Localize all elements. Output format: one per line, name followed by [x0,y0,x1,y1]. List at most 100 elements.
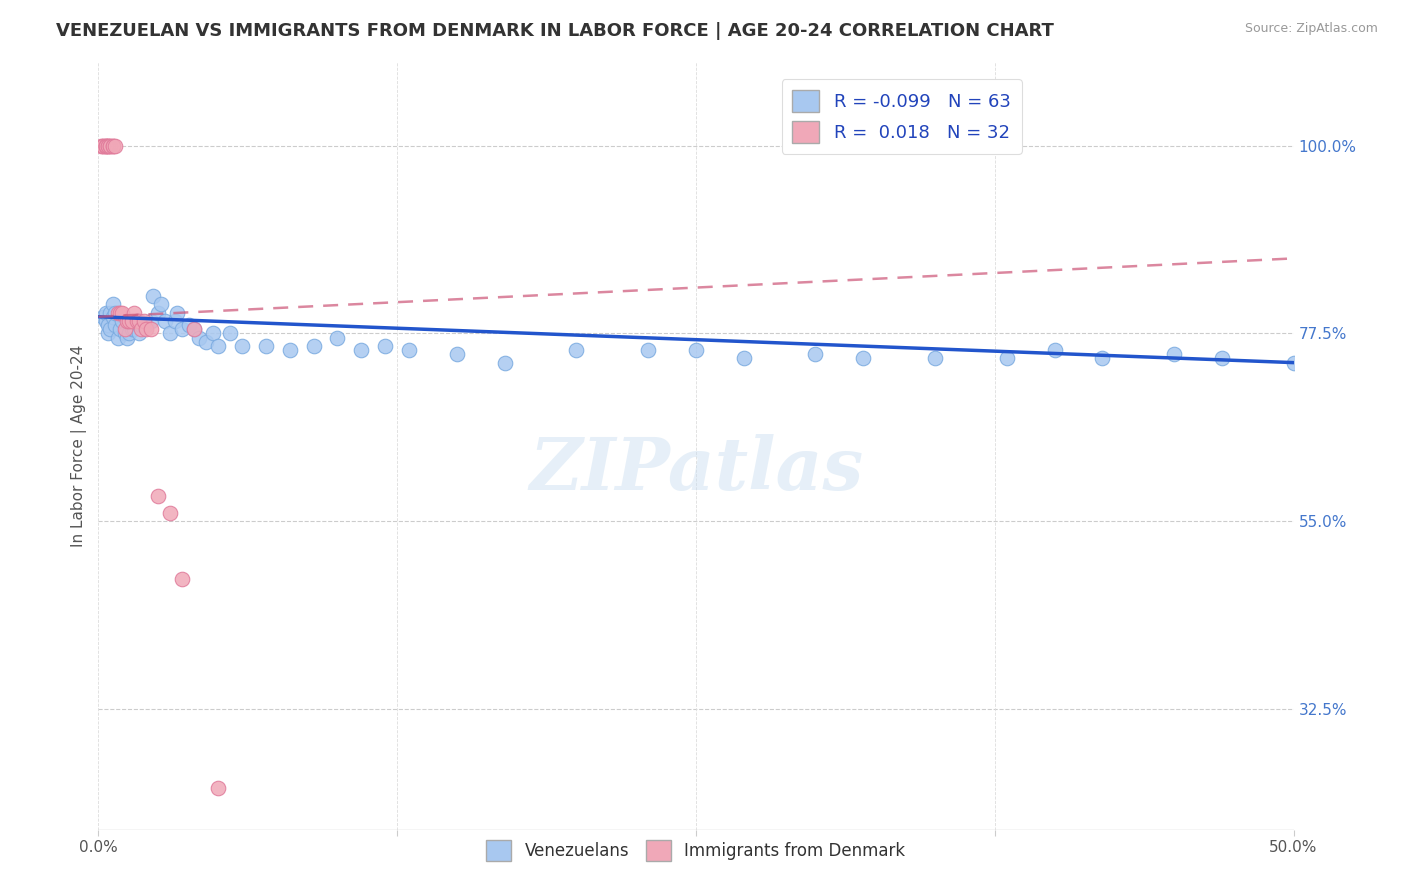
Point [166,305,188,319]
Point [124,305,146,319]
Point [159,326,181,341]
Text: VENEZUELAN VS IMMIGRANTS FROM DENMARK IN LABOR FORCE | AGE 20-24 CORRELATION CHA: VENEZUELAN VS IMMIGRANTS FROM DENMARK IN… [56,22,1054,40]
Point [172,573,194,587]
Point [398,343,420,358]
Point [91,138,114,153]
Point [179,318,201,332]
Point [94,138,117,153]
Point [118,314,141,328]
Point [172,322,194,336]
Point [149,297,172,311]
Point [132,314,155,328]
Point [1043,343,1066,358]
Point [326,330,349,344]
Point [135,322,157,336]
Point [139,322,162,336]
Point [446,347,468,361]
Point [1211,351,1233,366]
Point [637,343,659,358]
Point [148,489,170,503]
Point [159,506,181,520]
Text: Source: ZipAtlas.com: Source: ZipAtlas.com [1244,22,1378,36]
Point [350,343,373,358]
Point [94,138,117,153]
Point [111,305,134,319]
Point [98,138,122,153]
Point [108,305,131,319]
Point [121,322,143,336]
Point [1091,351,1114,366]
Point [374,339,396,353]
Legend: Venezuelans, Immigrants from Denmark: Venezuelans, Immigrants from Denmark [479,834,912,867]
Point [132,318,155,332]
Point [155,314,177,328]
Point [101,138,124,153]
Point [97,138,120,153]
Point [125,314,148,328]
Point [142,289,165,303]
Point [219,326,242,341]
Point [104,305,127,319]
Point [924,351,946,366]
Point [278,343,301,358]
Point [111,314,134,328]
Point [231,339,253,353]
Point [97,326,120,341]
Point [128,314,150,328]
Point [183,322,205,336]
Point [104,138,127,153]
Point [101,138,124,153]
Point [91,138,114,153]
Point [163,314,186,328]
Point [108,322,131,336]
Point [135,318,157,332]
Point [183,322,205,336]
Point [97,318,120,332]
Point [685,343,707,358]
Point [128,326,150,341]
Point [494,356,516,370]
Point [90,138,112,153]
Point [195,334,218,349]
Point [94,138,117,153]
Point [148,305,170,319]
Point [1163,347,1185,361]
Point [101,297,124,311]
Point [733,351,755,366]
Point [125,314,148,328]
Point [995,351,1018,366]
Point [1282,356,1305,370]
Point [101,310,124,324]
Point [97,138,120,153]
Point [98,322,122,336]
Text: ZIPatlas: ZIPatlas [529,434,863,505]
Point [131,318,153,332]
Point [115,330,138,344]
Point [207,339,229,353]
Point [131,322,153,336]
Point [114,322,136,336]
Point [115,314,138,328]
Point [94,305,117,319]
Point [202,326,225,341]
Point [302,339,325,353]
Point [187,330,209,344]
Point [804,347,827,361]
Point [91,310,114,324]
Point [121,314,143,328]
Point [107,330,129,344]
Point [124,322,146,336]
Point [118,326,141,341]
Point [207,780,229,795]
Point [98,305,122,319]
Point [565,343,588,358]
Y-axis label: In Labor Force | Age 20-24: In Labor Force | Age 20-24 [72,345,87,547]
Point [98,138,122,153]
Point [254,339,277,353]
Point [852,351,875,366]
Point [139,314,162,328]
Point [107,305,129,319]
Point [94,314,117,328]
Point [114,326,136,341]
Point [104,318,127,332]
